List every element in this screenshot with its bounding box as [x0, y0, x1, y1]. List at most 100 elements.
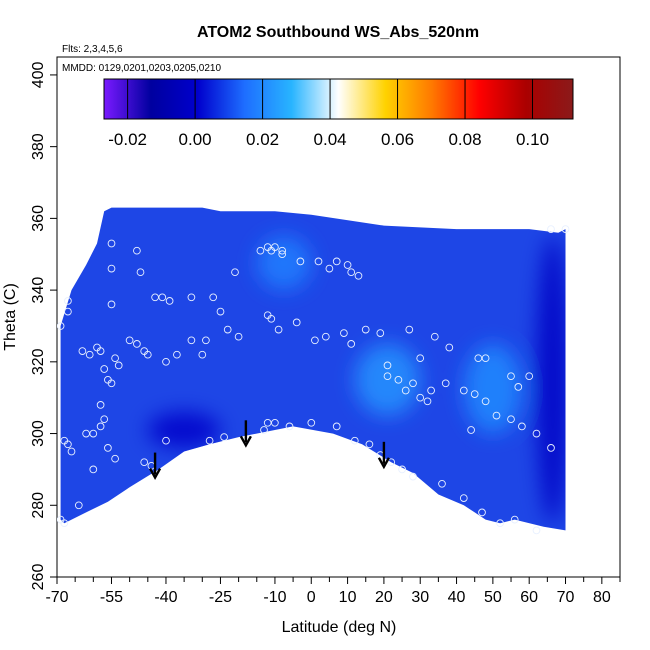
data-point — [441, 379, 450, 388]
data-point — [256, 246, 265, 255]
data-point — [104, 444, 112, 452]
data-point — [383, 372, 392, 381]
x-tick-label: -40 — [154, 589, 177, 606]
dark-region-east — [536, 236, 566, 524]
data-point — [96, 422, 105, 431]
data-point — [401, 386, 410, 395]
data-point — [481, 397, 490, 406]
arrow-head — [149, 468, 162, 481]
down-arrow-icon — [149, 452, 162, 481]
data-point — [143, 350, 152, 359]
data-point — [158, 293, 167, 302]
data-point — [470, 390, 479, 398]
data-point — [507, 415, 515, 424]
dark-region-south — [147, 412, 221, 448]
data-point — [93, 343, 101, 352]
data-point — [162, 436, 170, 445]
data-point — [343, 261, 352, 269]
data-point — [64, 297, 72, 305]
colorbar-tick-label: 0.08 — [448, 130, 481, 149]
data-point — [409, 472, 417, 481]
data-point — [445, 343, 454, 352]
data-point — [187, 336, 196, 345]
colorbar-tick-label: 0.00 — [179, 130, 212, 149]
data-point — [376, 329, 385, 337]
data-point — [311, 336, 319, 345]
data-point — [198, 350, 207, 359]
data-point — [514, 383, 523, 391]
data-point — [332, 257, 341, 266]
data-point — [85, 350, 94, 359]
data-point — [394, 375, 403, 384]
data-point — [107, 239, 116, 248]
data-point — [125, 336, 134, 345]
down-arrow-icon — [239, 420, 252, 448]
y-tick-label: 300 — [30, 420, 47, 447]
field-base — [60, 207, 566, 531]
data-point — [347, 268, 356, 277]
colorbar-tick-label: 0.02 — [246, 130, 279, 149]
x-tick-label: 10 — [339, 589, 357, 606]
data-point — [263, 418, 272, 427]
data-point — [307, 418, 316, 427]
data-point — [140, 458, 149, 467]
data-point — [409, 379, 417, 388]
data-point — [89, 465, 98, 474]
data-point — [532, 429, 541, 438]
data-point — [423, 397, 432, 406]
data-point — [496, 519, 504, 528]
heatmap-field — [60, 207, 566, 531]
flights-annotation: Flts: 2,3,4,5,6 — [62, 44, 123, 55]
data-point — [267, 314, 276, 323]
data-point — [383, 361, 392, 370]
x-tick-label: 40 — [448, 589, 466, 606]
data-point — [361, 325, 370, 334]
tropopause-arrows — [149, 420, 390, 481]
data-point — [278, 246, 287, 255]
x-tick-label: 0 — [307, 589, 316, 606]
data-point — [57, 515, 65, 524]
x-tick-label: -10 — [263, 589, 286, 606]
data-point — [481, 354, 490, 363]
data-point — [398, 465, 406, 474]
y-axis: 260 280 300 320 340 360 380 400 — [30, 61, 57, 590]
y-tick-label: 380 — [30, 133, 47, 160]
x-tick-label: 80 — [593, 589, 611, 606]
y-tick-label: 340 — [30, 277, 47, 304]
data-point — [547, 225, 555, 233]
data-point — [209, 293, 218, 302]
data-point — [107, 300, 116, 309]
data-point — [133, 246, 141, 255]
data-point — [474, 354, 483, 363]
data-point — [467, 426, 475, 434]
data-point — [67, 447, 76, 456]
chart-title: ATOM2 Southbound WS_Abs_520nm — [197, 24, 479, 41]
x-axis: -70 -55 -40 -25 -10 0 10 20 30 40 50 60 70 80 — [45, 577, 621, 606]
x-tick-label: -55 — [100, 589, 123, 606]
data-point — [292, 318, 301, 327]
data-point — [133, 340, 141, 348]
colorbar-tick-label: 0.10 — [516, 130, 549, 149]
data-point — [296, 257, 305, 266]
data-point — [405, 325, 414, 334]
data-point — [525, 372, 534, 381]
x-tick-label: 70 — [557, 589, 575, 606]
down-arrow-icon — [377, 441, 390, 470]
data-point — [340, 329, 348, 337]
colorbar: -0.02 0.00 0.02 0.04 0.06 0.08 0.10 — [103, 78, 574, 149]
arrow-head — [239, 435, 252, 448]
data-point — [478, 508, 486, 517]
x-tick-label: -70 — [45, 589, 68, 606]
y-tick-label: 260 — [30, 564, 47, 591]
data-point — [114, 361, 123, 370]
data-point — [260, 426, 268, 434]
x-tick-label: 50 — [484, 589, 502, 606]
data-point — [111, 354, 119, 363]
data-point — [267, 246, 276, 255]
data-point — [231, 268, 239, 277]
data-point — [74, 501, 83, 510]
colorbar-tick-label: 0.06 — [381, 130, 414, 149]
data-point — [107, 379, 116, 388]
data-point — [314, 257, 323, 266]
